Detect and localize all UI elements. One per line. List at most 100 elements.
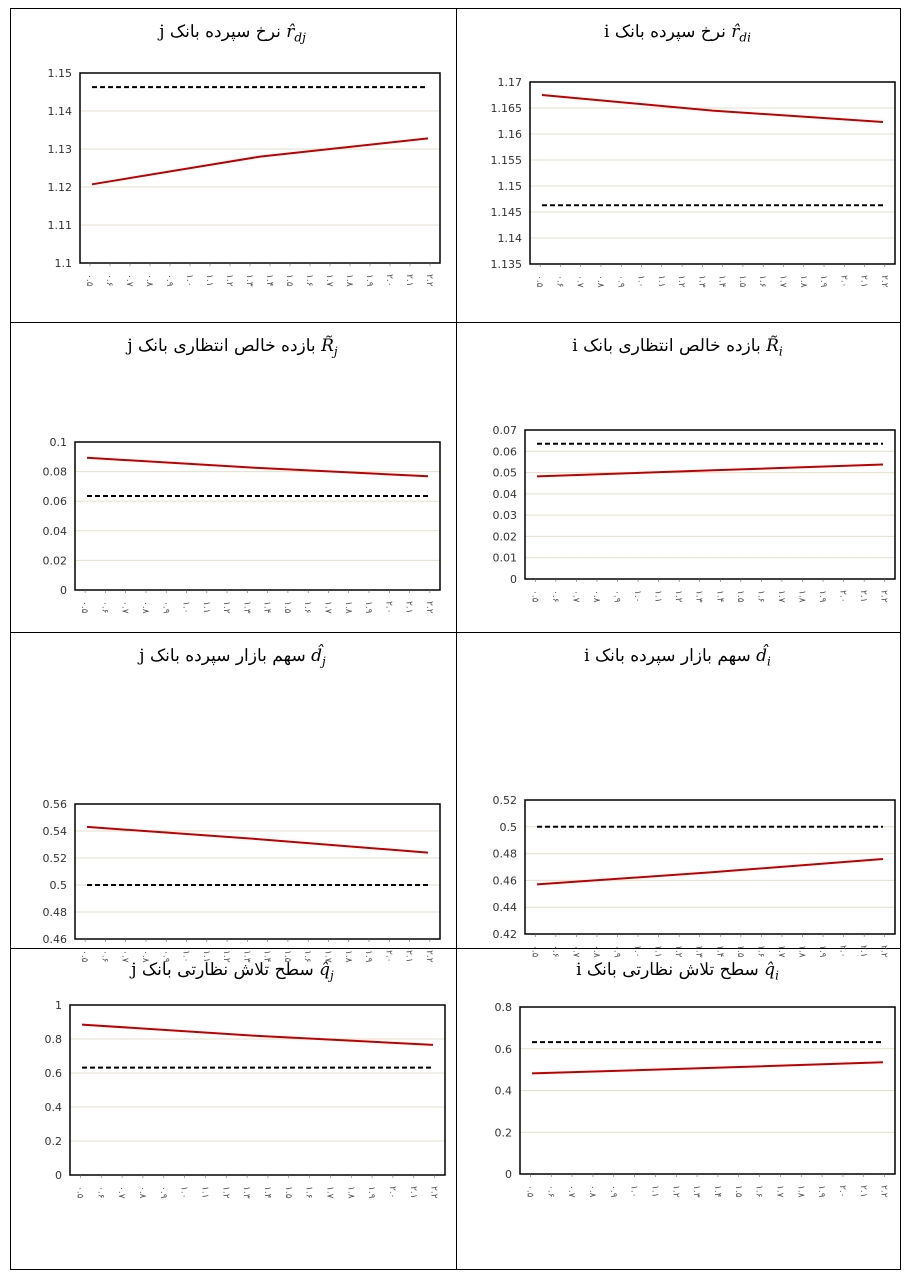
- title-bank-label: j: [127, 336, 133, 356]
- y-tick-label: 0: [60, 584, 67, 597]
- y-tick-label: 1.165: [491, 102, 523, 115]
- x-tick-label: ۱.۵: [735, 945, 745, 958]
- x-tick-label: ۱.۱: [201, 601, 211, 614]
- x-tick-label: ۲.۲: [429, 1186, 439, 1199]
- y-tick-label: 0: [55, 1169, 62, 1182]
- x-tick-label: ۱.۶: [755, 945, 765, 958]
- y-tick-label: 0.5: [500, 821, 518, 834]
- x-tick-label: ۰.۷: [120, 950, 130, 963]
- chart-panel-i: d̂i سهم بازار سپرده بانک i 0.42 0.44 0.46 0.…: [455, 632, 900, 958]
- y-tick-label: 0.48: [493, 848, 518, 861]
- x-tick-label: ۰.۸: [140, 950, 150, 963]
- y-tick-label: 0.46: [493, 874, 518, 887]
- y-tick-label: 1.16: [498, 128, 523, 141]
- y-tick-label: 0.46: [43, 933, 68, 946]
- x-tick-label: ۱.۷: [777, 275, 787, 288]
- x-tick-label: ۰.۸: [595, 275, 605, 288]
- x-tick-label: ۰.۵: [534, 275, 544, 288]
- x-tick-label: ۱.۳: [241, 1186, 251, 1199]
- x-tick-label: ۱.۷: [324, 274, 334, 287]
- x-tick-label: ۱.۷: [774, 1185, 784, 1198]
- y-tick-label: 0.5: [50, 879, 68, 892]
- x-tick-label: ۱.۵: [737, 275, 747, 288]
- x-tick-label: ۲.۲: [879, 945, 889, 958]
- x-tick-label: ۱.۶: [302, 601, 312, 614]
- y-tick-label: 0.6: [45, 1067, 63, 1080]
- x-tick-label: ۱.۶: [754, 1185, 764, 1198]
- series-line: [86, 456, 429, 478]
- chart-panel-di: r̂di نرخ سپرده بانک i 1.135 1.14 1.145 1.15 1…: [455, 8, 900, 318]
- x-tick-label: ۰.۹: [612, 945, 622, 958]
- panel-title: d̂j سهم بازار سپرده بانک j: [10, 646, 455, 668]
- x-tick-label: ۱.۴: [712, 1185, 722, 1198]
- title-symbol: r̂di: [731, 22, 751, 45]
- series-line: [541, 94, 884, 123]
- y-tick-label: 1.14: [498, 232, 523, 245]
- x-tick-label: ۱.۳: [694, 590, 704, 603]
- y-tick-label: 0.56: [43, 798, 68, 811]
- line-chart: 1.1 1.11 1.12 1.13 1.14 1.15 ۰.۵ ۰.۶ ۰.۷ ۰.۸ ۰.۹ ۱.…: [48, 67, 441, 287]
- y-tick-label: 0.6: [495, 1043, 513, 1056]
- panel-title: q̂j سطح تلاش نظارتی بانک j: [10, 960, 455, 982]
- x-tick-label: ۰.۹: [608, 1185, 618, 1198]
- x-tick-label: ۲.۰: [383, 601, 393, 614]
- x-tick-label: ۱.۱: [653, 590, 663, 603]
- title-bank-label: i: [576, 960, 582, 980]
- x-tick-label: ۱.۴: [264, 274, 274, 287]
- x-tick-label: ۱.۰: [636, 275, 646, 288]
- title-text: سطح تلاش نظارتی بانک: [136, 960, 320, 980]
- x-tick-label: ۰.۹: [160, 950, 170, 963]
- chart-panel-j: R̃j بازده خالص انتظاری بانک j 0 0.02 0.04 0.…: [10, 322, 455, 632]
- chart-panel-i: R̃i بازده خالص انتظاری بانک i 0 0.01 0.02 0.…: [455, 322, 900, 632]
- x-tick-label: ۰.۹: [158, 1186, 168, 1199]
- line-chart: 0 0.01 0.02 0.03 0.04 0.05 0.06 0.07 ۰.۵ ۰.۶ ۰.۷ ۰.…: [493, 424, 896, 603]
- line-chart: 0.42 0.44 0.46 0.48 0.5 0.52 ۰.۵ ۰.۶ ۰.۷ ۰.۸ ۰.۹ ۱.…: [493, 794, 896, 958]
- x-tick-label: ۲.۱: [404, 601, 414, 614]
- y-tick-label: 0.52: [43, 852, 68, 865]
- x-tick-label: ۱.۹: [363, 601, 373, 614]
- title-text: بازده خالص انتظاری بانک: [577, 336, 767, 356]
- x-tick-label: ۱.۳: [244, 274, 254, 287]
- x-tick-label: ۲.۲: [424, 274, 434, 287]
- y-tick-label: 0.03: [493, 509, 518, 522]
- panel-title: q̂i سطح تلاش نظارتی بانک i: [455, 960, 900, 982]
- x-tick-label: ۱.۲: [221, 950, 231, 963]
- x-tick-label: ۰.۶: [99, 950, 109, 963]
- title-symbol: q̂i: [764, 960, 779, 983]
- x-tick-label: ۱.۰: [181, 601, 191, 614]
- x-tick-label: ۱.۳: [696, 275, 706, 288]
- x-tick-label: ۱.۱: [201, 950, 211, 963]
- x-tick-label: ۲.۱: [858, 945, 868, 958]
- x-tick-label: ۲.۱: [404, 950, 414, 963]
- y-tick-label: 0.54: [43, 825, 68, 838]
- y-tick-label: 0.44: [493, 901, 518, 914]
- x-tick-label: ۰.۹: [612, 590, 622, 603]
- x-tick-label: ۰.۵: [79, 601, 89, 614]
- plot-frame: [79, 72, 441, 264]
- x-tick-label: ۱.۷: [324, 1186, 334, 1199]
- x-tick-label: ۱.۱: [649, 1185, 659, 1198]
- x-tick-label: ۱.۲: [224, 274, 234, 287]
- x-tick-label: ۰.۶: [95, 1186, 105, 1199]
- x-tick-label: ۱.۴: [262, 1186, 272, 1199]
- y-tick-label: 0: [505, 1168, 512, 1181]
- title-symbol: R̃j: [321, 336, 338, 359]
- x-tick-label: ۱.۰: [632, 590, 642, 603]
- y-tick-label: 1.1: [55, 257, 73, 270]
- x-tick-label: ۰.۵: [529, 945, 539, 958]
- x-tick-label: ۱.۳: [694, 945, 704, 958]
- x-tick-label: ۲.۱: [858, 590, 868, 603]
- y-tick-label: 1.155: [491, 154, 523, 167]
- x-tick-label: ۲.۲: [424, 601, 434, 614]
- x-tick-label: ۰.۷: [575, 275, 585, 288]
- y-tick-label: 1.17: [498, 76, 523, 89]
- title-bank-label: i: [584, 646, 590, 666]
- title-text: بازده خالص انتظاری بانک: [132, 336, 322, 356]
- column-divider: [456, 9, 457, 1269]
- x-tick-label: ۰.۶: [545, 1185, 555, 1198]
- y-tick-label: 1.15: [498, 180, 523, 193]
- x-tick-label: ۰.۶: [99, 601, 109, 614]
- x-tick-label: ۱.۶: [757, 275, 767, 288]
- x-tick-label: ۰.۷: [566, 1185, 576, 1198]
- y-tick-label: 0.01: [493, 552, 518, 565]
